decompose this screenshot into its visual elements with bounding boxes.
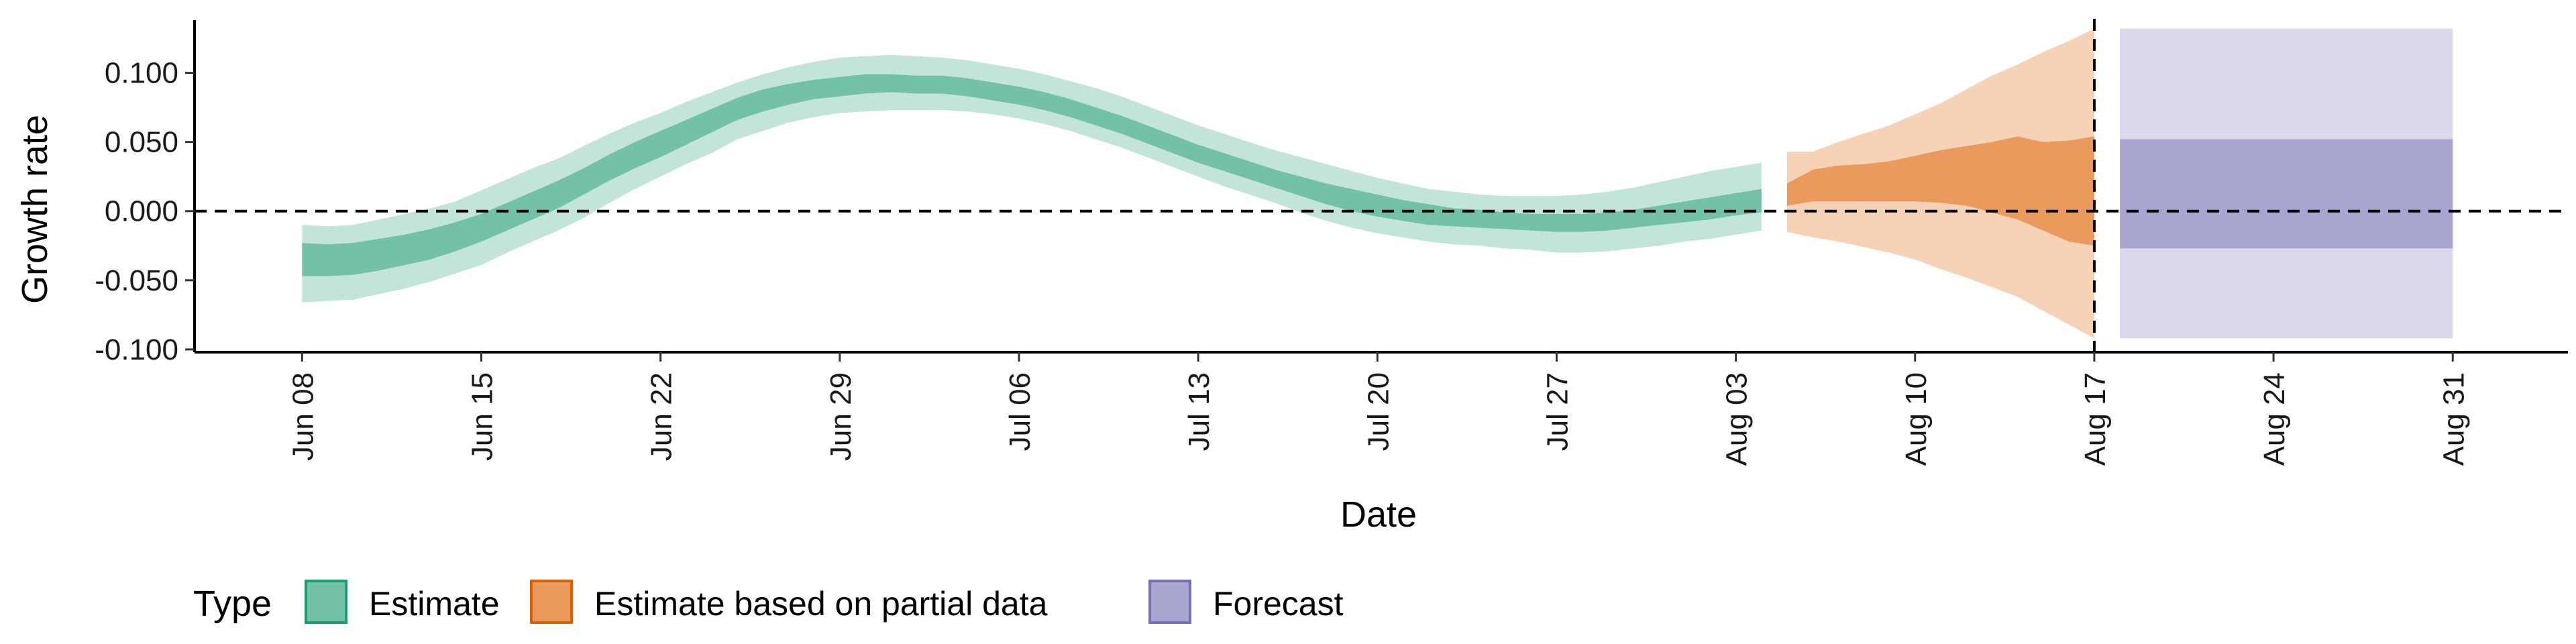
forecast-legend-label: Forecast (1213, 585, 1344, 623)
y-tick-label: -0.100 (95, 333, 178, 366)
estimate-legend-key (305, 580, 347, 624)
legend-title: Type (193, 584, 272, 624)
y-axis-title: Growth rate (15, 115, 55, 304)
x-tick-label: Jul 06 (1004, 372, 1036, 451)
ribbon-layer (302, 28, 2453, 339)
y-axis-ticks: -0.100 -0.050 0.000 0.050 0.100 (95, 57, 195, 366)
y-tick-label: 0.050 (105, 126, 178, 159)
x-tick-label: Jun 08 (286, 372, 319, 461)
y-tick-label: 0.000 (105, 195, 178, 228)
estimate-legend-label: Estimate (369, 585, 500, 623)
legend-entries: Estimate Estimate based on partial data Fo… (305, 580, 1344, 624)
x-tick-label: Aug 03 (1721, 372, 1754, 466)
estimate-based-on-partial-data-legend-key (530, 580, 573, 624)
x-tick-label: Jun 15 (466, 372, 498, 461)
x-tick-label: Aug 24 (2258, 372, 2291, 466)
x-tick-label: Aug 17 (2079, 372, 2112, 466)
x-tick-label: Jul 27 (1541, 372, 1574, 451)
x-tick-label: Jul 20 (1362, 372, 1395, 451)
forecast-legend-key (1148, 580, 1191, 624)
legend: Type Estimate Estimate based on partial d… (193, 580, 1344, 624)
x-tick-label: Aug 31 (2437, 372, 2470, 466)
estimate-based-on-partial-data-inner-band (1786, 136, 2094, 246)
forecast-inner-band (2120, 139, 2453, 249)
x-axis-ticks: Jun 08 Jun 15 Jun 22 Jun 29 Jul 06 Jul 13 Jul … (286, 352, 2470, 466)
y-tick-label: 0.100 (105, 57, 178, 90)
estimate-based-on-partial-data-legend-label: Estimate based on partial data (594, 585, 1048, 623)
estimate-outer-band (302, 54, 1762, 303)
estimate-inner-band (302, 74, 1762, 276)
x-tick-label: Jul 13 (1183, 372, 1216, 451)
y-tick-label: -0.050 (95, 264, 178, 297)
x-tick-label: Jun 29 (824, 372, 857, 461)
x-tick-label: Jun 22 (645, 372, 678, 461)
x-tick-label: Aug 10 (1900, 372, 1933, 466)
x-axis-title: Date (1340, 494, 1417, 535)
